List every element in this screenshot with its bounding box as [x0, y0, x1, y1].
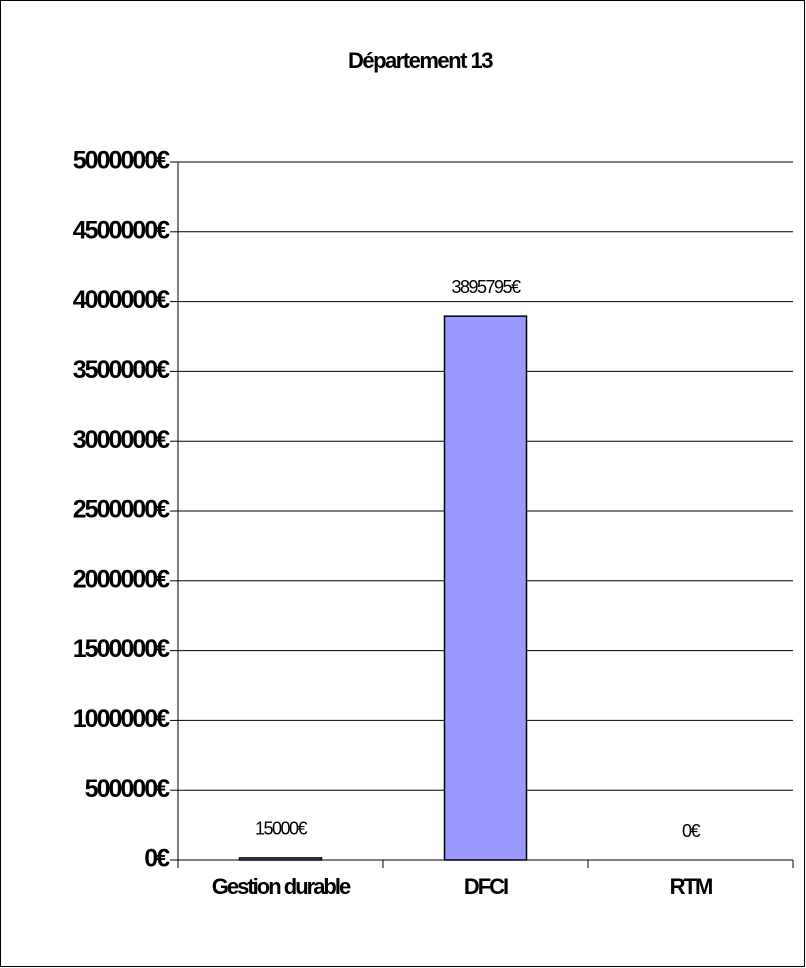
bar [238, 857, 323, 861]
y-tick-label: 1500000€ [73, 635, 170, 663]
value-label: 15000€ [255, 819, 308, 839]
y-tick-label: 2500000€ [73, 496, 170, 524]
y-tick-label: 3000000€ [73, 426, 170, 454]
y-tick-label: 500000€ [85, 775, 170, 803]
x-tick-label: DFCI [464, 874, 508, 899]
x-tick-label: Gestion durable [212, 874, 351, 899]
y-tick-label: 2000000€ [73, 565, 170, 593]
chart-title: Département 13 [348, 48, 493, 73]
y-tick-label: 5000000€ [73, 147, 170, 175]
x-tick-label: RTM [670, 874, 712, 899]
value-label: 0€ [682, 821, 701, 841]
y-tick-label: 0€ [144, 845, 170, 873]
y-tick-label: 4500000€ [73, 216, 170, 244]
bar [443, 315, 528, 861]
value-label: 3895795€ [451, 277, 521, 297]
y-tick-label: 1000000€ [73, 705, 170, 733]
y-tick-label: 4000000€ [73, 286, 170, 314]
y-tick-label: 3500000€ [73, 356, 170, 384]
